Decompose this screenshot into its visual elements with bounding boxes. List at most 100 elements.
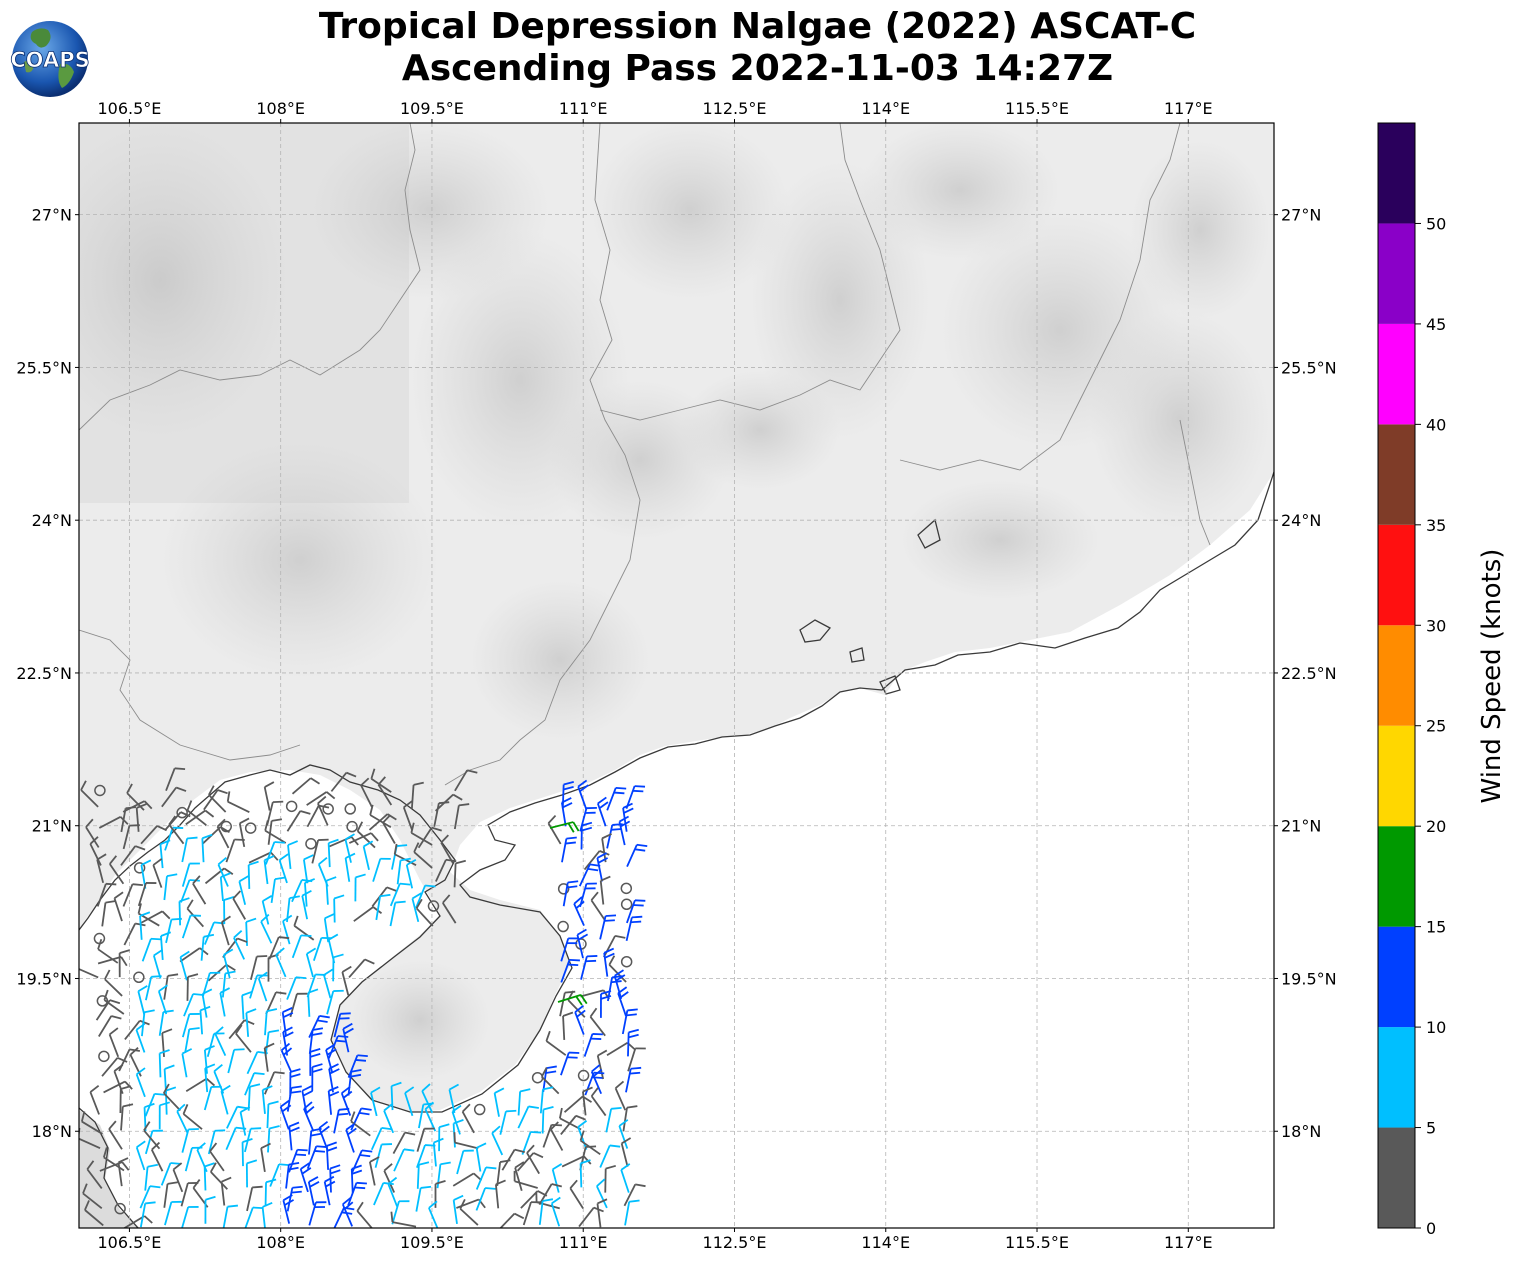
wind-barb bbox=[320, 1125, 330, 1134]
calm-wind-marker bbox=[620, 898, 633, 911]
wind-barb bbox=[377, 776, 386, 786]
wind-barb bbox=[387, 1183, 398, 1207]
wind-barb bbox=[455, 859, 466, 865]
colorbar-tick-label: 50 bbox=[1426, 214, 1446, 233]
wind-barb bbox=[223, 895, 235, 901]
wind-barb bbox=[356, 830, 376, 849]
wind-barb bbox=[628, 1028, 639, 1034]
calm-wind-marker bbox=[473, 1103, 486, 1116]
wind-barb bbox=[390, 1211, 394, 1223]
wind-barb bbox=[613, 791, 625, 795]
wind-barb bbox=[264, 1042, 275, 1049]
wind-barb bbox=[475, 1147, 482, 1172]
wind-barb bbox=[312, 937, 323, 961]
wind-barb bbox=[393, 843, 398, 855]
wind-barb bbox=[413, 851, 433, 869]
wind-barb bbox=[566, 885, 578, 889]
wind-barb bbox=[203, 922, 215, 945]
colorbar-segment bbox=[1378, 524, 1415, 626]
wind-barb bbox=[344, 857, 351, 882]
wind-barb bbox=[621, 1010, 629, 1035]
wind-barb bbox=[163, 1183, 169, 1208]
wind-barb bbox=[122, 825, 131, 850]
border-guangxi-hunan bbox=[79, 123, 421, 431]
wind-barb bbox=[374, 1144, 383, 1168]
wind-barb bbox=[597, 796, 607, 805]
wind-barb bbox=[178, 901, 182, 926]
wind-barb bbox=[157, 990, 168, 1015]
wind-barb bbox=[200, 1005, 211, 1012]
wind-barb bbox=[261, 900, 270, 925]
wind-barb bbox=[164, 827, 174, 851]
wind-barb bbox=[631, 915, 643, 919]
wind-barb bbox=[561, 797, 572, 804]
wind-barb bbox=[396, 844, 408, 847]
lon-tick-label-bottom: 112.5°E bbox=[703, 1233, 767, 1252]
wind-barb bbox=[164, 1064, 175, 1070]
wind-barb bbox=[348, 958, 366, 979]
wind-barb bbox=[120, 1106, 124, 1131]
wind-barb bbox=[282, 1026, 293, 1033]
wind-barb bbox=[576, 1009, 586, 1018]
wind-barb bbox=[233, 937, 246, 960]
wind-barb bbox=[589, 1016, 606, 1037]
wind-barb bbox=[317, 795, 327, 805]
wind-barb bbox=[292, 1185, 303, 1189]
wind-barb bbox=[550, 1128, 564, 1151]
wind-barb bbox=[634, 785, 646, 788]
wind-barb bbox=[266, 1008, 278, 1013]
wind-barb bbox=[563, 781, 574, 786]
colorbar-tick-label: 35 bbox=[1426, 516, 1446, 535]
wind-barb bbox=[220, 1090, 229, 1115]
wind-barb bbox=[620, 820, 631, 828]
wind-barb bbox=[139, 915, 143, 940]
wind-barb bbox=[82, 1192, 103, 1210]
wind-barb bbox=[203, 933, 215, 938]
wind-barb bbox=[415, 1187, 422, 1212]
wind-barb bbox=[225, 963, 236, 971]
wind-barb bbox=[187, 836, 198, 840]
wind-barb bbox=[356, 1201, 364, 1212]
wind-barb bbox=[180, 879, 191, 903]
wind-barb bbox=[383, 1163, 393, 1172]
wind-barb bbox=[264, 855, 275, 862]
wind-barb bbox=[442, 894, 451, 904]
calm-wind-marker bbox=[344, 803, 356, 815]
border-vietnam-china bbox=[79, 629, 301, 761]
wind-barb bbox=[165, 919, 173, 944]
wind-barb bbox=[147, 1163, 159, 1168]
wind-barb bbox=[325, 1145, 330, 1170]
wind-barb bbox=[232, 898, 247, 920]
wind-barb bbox=[164, 1201, 173, 1226]
lon-tick-label-bottom: 117°E bbox=[1164, 1233, 1213, 1252]
wind-barb bbox=[413, 781, 424, 786]
wind-barb bbox=[599, 880, 605, 905]
wind-barb bbox=[580, 956, 588, 980]
wind-barb bbox=[202, 988, 213, 995]
wind-barb bbox=[415, 898, 423, 909]
colorbar-tick-label: 15 bbox=[1426, 918, 1446, 937]
wind-barb bbox=[567, 822, 575, 833]
colorbar-tick-label: 25 bbox=[1426, 717, 1446, 736]
wind-barb bbox=[301, 1167, 312, 1175]
wind-barb bbox=[620, 1163, 631, 1171]
wind-barb bbox=[559, 1107, 563, 1119]
wind-barb bbox=[204, 1162, 215, 1168]
wind-barb bbox=[614, 969, 624, 977]
wind-barb bbox=[357, 1054, 368, 1058]
wind-barb bbox=[329, 1164, 341, 1170]
wind-barb bbox=[562, 1015, 566, 1041]
wind-barb bbox=[245, 917, 257, 923]
wind-barb bbox=[333, 898, 336, 923]
wind-barb bbox=[402, 806, 413, 831]
calm-wind-marker bbox=[557, 883, 570, 895]
wind-barb bbox=[186, 899, 194, 910]
wind-barb bbox=[340, 1092, 352, 1116]
wind-barb bbox=[288, 1161, 300, 1166]
wind-barb bbox=[628, 1033, 639, 1039]
wind-barb bbox=[563, 1095, 584, 1113]
wind-barb bbox=[308, 1202, 317, 1226]
wind-barb bbox=[268, 1100, 279, 1105]
wind-barb bbox=[270, 878, 276, 903]
wind-barb bbox=[113, 897, 123, 922]
